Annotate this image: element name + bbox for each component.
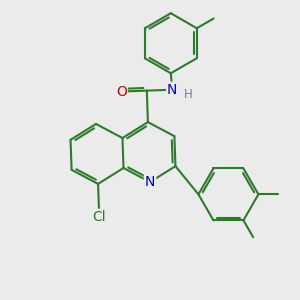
Text: O: O	[116, 85, 127, 98]
Text: N: N	[167, 83, 178, 97]
Text: N: N	[145, 175, 155, 189]
Text: Cl: Cl	[92, 210, 106, 224]
Text: H: H	[184, 88, 192, 101]
